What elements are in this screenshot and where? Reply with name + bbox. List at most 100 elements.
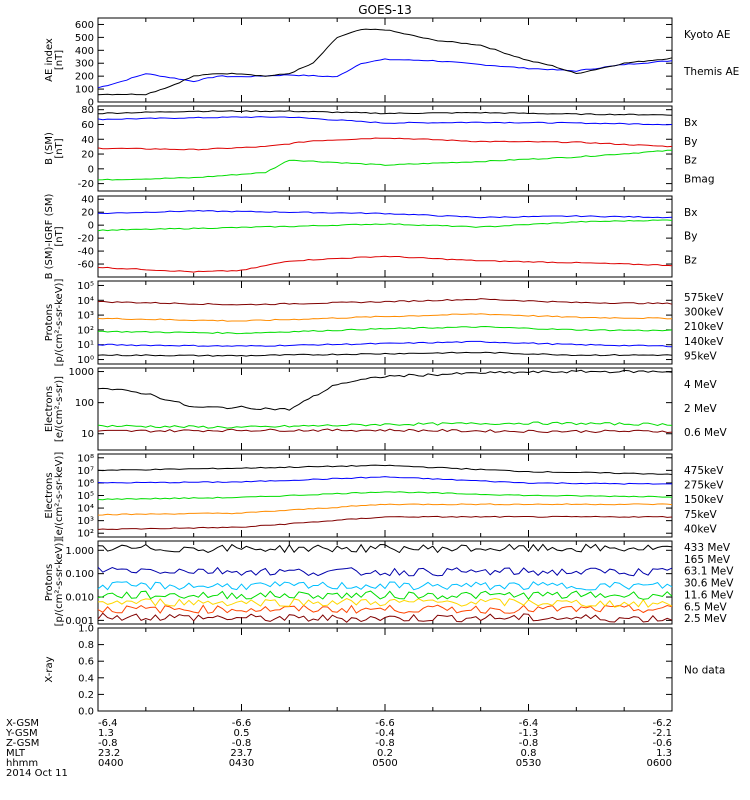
y-axis-label: B (SM)-IGRF (SM) — [44, 194, 55, 280]
legend-entry: 2.5 MeV — [684, 613, 728, 625]
y-tick-label: 0.4 — [78, 673, 94, 684]
series-line-bx — [97, 116, 673, 126]
y-tick-label: 40 — [81, 135, 94, 146]
ephemeris-value: -6.4 — [519, 718, 539, 729]
panel-2: -60 -40 -20 0 20 40 B (SM)-IGRF (SM) [nT] Bx By Bz — [44, 194, 697, 280]
y-tick-label: 10⁵ — [77, 281, 94, 292]
ephemeris-row-label: Y-GSM — [5, 728, 38, 739]
legend-entry: By — [684, 136, 697, 148]
y-tick-label: 40 — [81, 195, 94, 206]
series-line-2-mev — [97, 421, 673, 429]
y-tick-label: -40 — [78, 247, 94, 258]
ephemeris-value: -6.4 — [98, 718, 118, 729]
legend-entry: 275keV — [684, 480, 724, 492]
legend-entry: Bx — [684, 117, 697, 129]
y-tick-label: 100 — [75, 398, 94, 409]
series-line-2-5-mev — [97, 543, 673, 554]
y-tick-label: 0.8 — [78, 640, 94, 651]
legend-entry: 40keV — [684, 523, 718, 535]
series-line-140kev — [97, 340, 673, 348]
ephemeris-value: -6.6 — [375, 718, 395, 729]
y-axis-label: [nT] — [54, 226, 65, 246]
y-tick-label: -20 — [78, 234, 94, 245]
series-line-bz — [97, 255, 673, 273]
y-tick-label: 10 — [81, 429, 94, 440]
series-line-bx — [97, 209, 673, 219]
legend-entry: By — [684, 231, 697, 243]
y-axis-label: Protons — [44, 564, 55, 601]
y-tick-label: 200 — [75, 72, 94, 83]
legend-entry: 300keV — [684, 307, 724, 319]
y-tick-label: 10⁴ — [77, 504, 94, 515]
panel-frame — [97, 627, 673, 712]
ephemeris-row-label: Z-GSM — [6, 738, 39, 749]
y-axis-label: [nT] — [54, 138, 65, 158]
y-tick-label: 0 — [88, 98, 94, 109]
y-tick-label: 20 — [81, 208, 94, 219]
ephemeris-value: -0.8 — [519, 738, 539, 749]
ephemeris-value: 1.3 — [656, 748, 672, 759]
y-tick-label: 10¹ — [77, 340, 94, 351]
y-tick-label: -20 — [78, 179, 94, 190]
series-line-275kev — [97, 476, 672, 485]
y-tick-label: 0.010 — [65, 593, 94, 604]
y-tick-label: 10⁰ — [77, 355, 94, 366]
panel-1: -20 0 20 40 60 80 B (SM) [nT] Bx By Bz Bmag — [44, 105, 715, 192]
y-tick-label: 0.100 — [65, 569, 94, 580]
y-tick-label: 10⁴ — [77, 296, 94, 307]
legend-entry: 4 MeV — [684, 379, 718, 391]
y-tick-label: 10⁷ — [77, 466, 94, 477]
series-line-by — [97, 219, 673, 232]
y-tick-label: 300 — [75, 59, 94, 70]
series-line-75kev — [97, 503, 673, 516]
y-axis-label: Electrons — [44, 386, 55, 432]
series-line-40kev — [97, 515, 673, 531]
panel-7: 0.0 0.2 0.4 0.6 0.8 1.0 X-ray No data — [44, 624, 725, 718]
y-axis-label: [p/(cm²-s-sr-keV)] — [54, 279, 65, 367]
ephemeris-value: 0530 — [516, 758, 541, 769]
legend-entry: 575keV — [684, 292, 724, 304]
y-axis-label: [nT] — [54, 50, 65, 70]
series-line-by — [97, 149, 673, 181]
legend-entry: 150keV — [684, 494, 724, 506]
ephemeris-value: 1.3 — [98, 728, 114, 739]
ephemeris-value: -6.2 — [652, 718, 672, 729]
series-line-11-6-mev — [97, 581, 673, 591]
panel-frame — [97, 540, 673, 625]
series-line-95kev — [97, 351, 673, 357]
date-label: 2014 Oct 11 — [6, 768, 68, 779]
figure-title: GOES-13 — [358, 3, 412, 17]
legend-entry: Bz — [684, 254, 697, 266]
panel-4: 10 100 1000 Electrons [e/(cm²-s-sr)] 4 MeV 2 M… — [44, 367, 728, 451]
y-tick-label: 1.0 — [78, 624, 94, 635]
ephemeris-value: -0.4 — [375, 728, 395, 739]
series-line-bmag — [98, 110, 673, 116]
no-data-note: No data — [684, 665, 725, 677]
y-axis-label: [p/(cm²-s-sr-keV)] — [54, 539, 65, 627]
legend-entry: 2 MeV — [684, 403, 718, 415]
y-tick-label: 100 — [75, 85, 94, 96]
series-line-6-5-mev — [97, 566, 673, 577]
series-line-themis-ae — [97, 28, 673, 96]
ephemeris-value: 0500 — [372, 758, 397, 769]
series-line-bz — [97, 137, 673, 151]
legend-entry: 95keV — [684, 350, 718, 362]
legend-entry: Bz — [684, 155, 697, 167]
series-line-165-mev — [97, 604, 673, 614]
legend-entry: 6.5 MeV — [684, 601, 728, 613]
y-tick-label: 10³ — [77, 311, 94, 322]
y-tick-label: 0.2 — [78, 690, 94, 701]
series-line-433-mev — [97, 612, 673, 623]
series-line-150kev — [97, 491, 673, 501]
series-line-300kev — [97, 313, 673, 322]
y-tick-label: 0.0 — [78, 707, 94, 718]
series-line-210kev — [97, 325, 673, 335]
y-axis-label: X-ray — [44, 656, 55, 682]
y-tick-label: 10³ — [77, 516, 94, 527]
ephemeris-value: 0.8 — [521, 748, 537, 759]
ephemeris-value: -0.8 — [98, 738, 118, 749]
legend-entry: 165 MeV — [684, 554, 731, 566]
series-line-kyoto-ae — [97, 58, 673, 89]
